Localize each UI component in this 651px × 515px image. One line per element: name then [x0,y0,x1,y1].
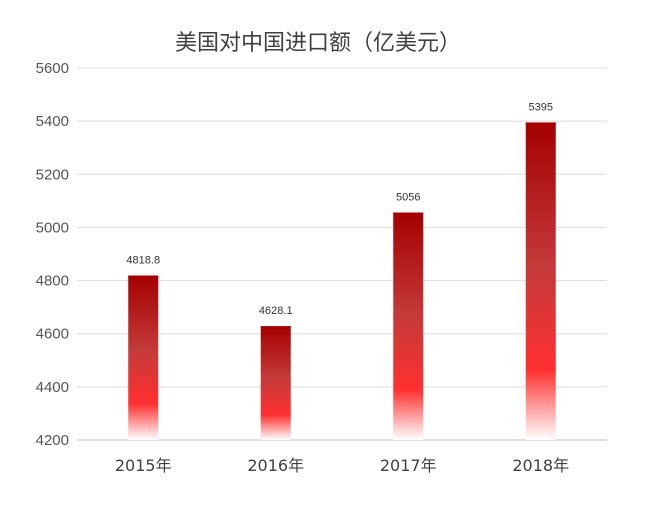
bar-top-edge [128,275,159,278]
data-labels: 4818.8 4628.1 5056 5395 [126,101,553,317]
x-tick-label: 2015年 [115,456,172,475]
y-tick-label: 4200 [36,432,69,449]
data-label: 4818.8 [126,255,160,267]
y-tick-label: 4600 [36,326,69,343]
bar [525,122,556,440]
data-label: 5056 [396,192,420,204]
bars [128,122,556,440]
bar [393,212,424,440]
chart-title: 美国对中国进口额（亿美元） [175,31,461,56]
bar-top-edge [393,212,424,215]
bar-top-edge [260,326,291,329]
x-tick-label: 2018年 [512,456,569,475]
y-tick-label: 4400 [36,379,69,396]
y-tick-label: 5600 [36,60,69,77]
bar [260,326,291,440]
y-tick-label: 4800 [36,273,69,290]
bar-top-edge [525,122,556,125]
y-tick-label: 5000 [36,219,69,236]
data-label: 4628.1 [259,305,293,317]
y-tick-label: 5200 [36,166,69,183]
data-label: 5395 [529,101,553,113]
x-tick-label: 2017年 [380,456,437,475]
bar [128,275,159,440]
x-axis-ticks: 2015年 2016年 2017年 2018年 [115,456,569,475]
gridlines [77,67,607,441]
y-tick-label: 5400 [36,113,69,130]
y-axis-ticks: 4200 4400 4600 4800 5000 5200 5400 5600 [36,60,69,449]
x-tick-label: 2016年 [247,456,304,475]
